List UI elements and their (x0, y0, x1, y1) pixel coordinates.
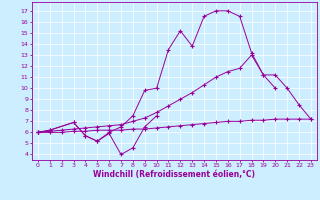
X-axis label: Windchill (Refroidissement éolien,°C): Windchill (Refroidissement éolien,°C) (93, 170, 255, 179)
